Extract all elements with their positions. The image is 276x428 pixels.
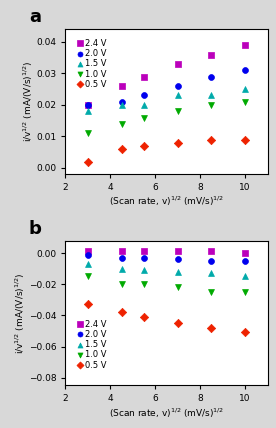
- 2.0 V: [119, 254, 124, 261]
- 1.0 V: [142, 114, 146, 121]
- 0.5 V: [86, 158, 90, 165]
- 1.0 V: [119, 281, 124, 288]
- 1.5 V: [209, 270, 214, 276]
- 2.4 V: [243, 42, 247, 48]
- 1.0 V: [142, 281, 146, 288]
- 2.4 V: [243, 250, 247, 256]
- 2.0 V: [119, 98, 124, 105]
- 1.5 V: [243, 86, 247, 92]
- 1.5 V: [243, 273, 247, 280]
- 0.5 V: [86, 301, 90, 308]
- 0.5 V: [142, 143, 146, 149]
- 1.0 V: [243, 288, 247, 295]
- Y-axis label: i/v$^{1/2}$ (mA/(V/s)$^{1/2}$): i/v$^{1/2}$ (mA/(V/s)$^{1/2}$): [21, 61, 35, 143]
- 1.0 V: [119, 120, 124, 127]
- Legend: 2.4 V, 2.0 V, 1.5 V, 1.0 V, 0.5 V: 2.4 V, 2.0 V, 1.5 V, 1.0 V, 0.5 V: [76, 317, 109, 372]
- 0.5 V: [176, 139, 180, 146]
- 0.5 V: [176, 320, 180, 327]
- 2.0 V: [209, 257, 214, 264]
- 2.4 V: [119, 248, 124, 255]
- 1.0 V: [209, 288, 214, 295]
- 0.5 V: [209, 324, 214, 331]
- 1.0 V: [86, 130, 90, 137]
- X-axis label: (Scan rate, v)$^{1/2}$ (mV/s)$^{1/2}$: (Scan rate, v)$^{1/2}$ (mV/s)$^{1/2}$: [109, 406, 224, 420]
- Text: a: a: [29, 9, 41, 27]
- 1.5 V: [86, 261, 90, 268]
- 2.4 V: [119, 83, 124, 89]
- 2.4 V: [176, 60, 180, 67]
- 2.4 V: [209, 51, 214, 58]
- 0.5 V: [142, 313, 146, 320]
- 1.0 V: [176, 284, 180, 291]
- 1.5 V: [119, 265, 124, 272]
- 1.5 V: [86, 108, 90, 115]
- 2.0 V: [176, 83, 180, 89]
- 2.0 V: [142, 254, 146, 261]
- 1.5 V: [142, 101, 146, 108]
- 0.5 V: [243, 136, 247, 143]
- 0.5 V: [119, 309, 124, 316]
- 2.0 V: [176, 256, 180, 263]
- 1.5 V: [209, 92, 214, 99]
- 1.5 V: [176, 92, 180, 99]
- 0.5 V: [119, 146, 124, 152]
- 0.5 V: [209, 136, 214, 143]
- 1.0 V: [243, 98, 247, 105]
- 2.0 V: [142, 92, 146, 99]
- 2.0 V: [86, 101, 90, 108]
- 2.4 V: [209, 248, 214, 255]
- 2.0 V: [243, 67, 247, 74]
- 1.5 V: [119, 101, 124, 108]
- 2.4 V: [86, 101, 90, 108]
- 2.0 V: [243, 257, 247, 264]
- 2.4 V: [142, 248, 146, 255]
- 2.4 V: [86, 248, 90, 255]
- 2.4 V: [142, 73, 146, 80]
- 2.4 V: [176, 248, 180, 255]
- Text: b: b: [29, 220, 42, 238]
- X-axis label: (Scan rate, v)$^{1/2}$ (mV/s)$^{1/2}$: (Scan rate, v)$^{1/2}$ (mV/s)$^{1/2}$: [109, 195, 224, 208]
- 1.0 V: [209, 101, 214, 108]
- 1.0 V: [86, 273, 90, 280]
- Legend: 2.4 V, 2.0 V, 1.5 V, 1.0 V, 0.5 V: 2.4 V, 2.0 V, 1.5 V, 1.0 V, 0.5 V: [76, 36, 109, 92]
- 2.0 V: [209, 73, 214, 80]
- 1.0 V: [176, 108, 180, 115]
- Y-axis label: i/v$^{1/2}$ (mA/(V/s)$^{1/2}$): i/v$^{1/2}$ (mA/(V/s)$^{1/2}$): [14, 272, 27, 354]
- 2.0 V: [86, 251, 90, 258]
- 0.5 V: [243, 329, 247, 336]
- 1.5 V: [176, 268, 180, 275]
- 1.5 V: [142, 267, 146, 273]
